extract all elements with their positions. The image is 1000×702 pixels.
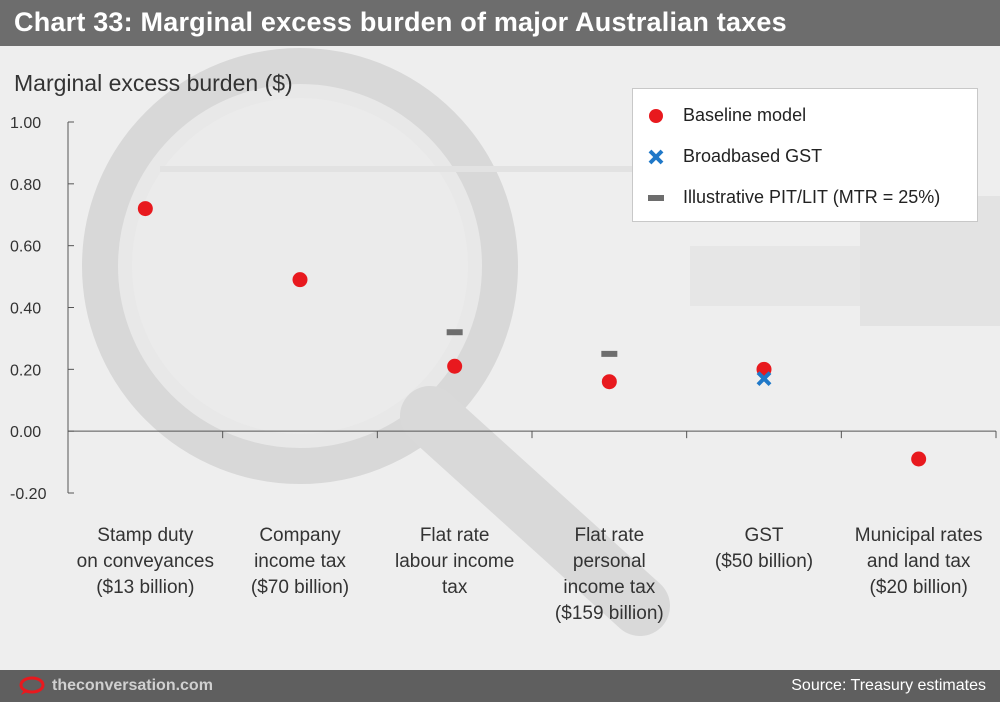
speech-bubble-logo-icon	[19, 676, 45, 695]
x-category-label: GST ($50 billion)	[715, 525, 813, 572]
x-category-label-line: personal	[573, 551, 646, 572]
chart-area: Marginal excess burden ($) 1.00 0.80 0.60 0…	[0, 46, 1000, 670]
x-category-label-line: ($159 billion)	[555, 603, 664, 624]
x-category-label: Flat rate personal income tax ($159 billion…	[555, 525, 664, 624]
chart-title: Chart 33: Marginal excess burden of majo…	[14, 7, 787, 37]
legend-label-illustrative: Illustrative PIT/LIT (MTR = 25%)	[683, 187, 941, 207]
legend-label-baseline: Baseline model	[683, 105, 807, 125]
x-category-label-line: Flat rate	[420, 525, 490, 546]
footer: theconversation.com Source: Treasury est…	[0, 670, 1000, 702]
y-tick-label: 0.80	[10, 177, 41, 194]
baseline-point	[601, 374, 617, 390]
legend-circle-marker	[649, 109, 663, 123]
baseline-point	[292, 272, 308, 288]
legend-item-broadbased-gst: Broadbased GST	[633, 142, 973, 172]
x-category-label-line: and land tax	[867, 551, 971, 572]
legend-item-baseline: Baseline model	[633, 101, 973, 131]
legend-label-broadbased-gst: Broadbased GST	[683, 146, 823, 166]
x-category-label-line: ($13 billion)	[96, 577, 194, 598]
baseline-point	[447, 358, 463, 374]
gst-x-point	[756, 371, 772, 387]
y-tick-label: 0.00	[10, 424, 41, 441]
y-tick-label: -0.20	[10, 486, 47, 503]
x-category-label-line: Stamp duty	[97, 525, 194, 546]
legend-item-illustrative: Illustrative PIT/LIT (MTR = 25%)	[633, 183, 973, 213]
illustrative-dash-point	[601, 350, 618, 357]
x-category-label-line: tax	[442, 577, 468, 598]
x-category-label-line: labour income	[395, 551, 514, 572]
x-category-label-line: income tax	[563, 577, 655, 598]
source-note: Source: Treasury estimates	[791, 677, 986, 694]
x-category-label-line: ($70 billion)	[251, 577, 349, 598]
legend-x-marker	[648, 149, 664, 165]
y-tick-label: 1.00	[10, 115, 41, 132]
title-bar: Chart 33: Marginal excess burden of majo…	[0, 0, 1000, 46]
legend: Baseline model Broadbased GST Illustrati…	[632, 88, 978, 222]
x-category-label: Flat rate labour income tax	[395, 525, 514, 598]
legend-dash-marker	[648, 195, 664, 201]
y-tick-label: 0.40	[10, 301, 41, 318]
x-category-label-line: ($50 billion)	[715, 551, 813, 572]
x-category-label-line: income tax	[254, 551, 346, 572]
site-name: theconversation.com	[52, 677, 213, 694]
y-tick-label: 0.20	[10, 362, 41, 379]
baseline-point	[911, 451, 927, 467]
x-category-label: Municipal rates and land tax ($20 billion)	[855, 525, 983, 598]
x-category-label-line: ($20 billion)	[870, 577, 968, 598]
x-category-label: Stamp duty on conveyances ($13 billion)	[77, 525, 214, 598]
x-category-label-line: GST	[744, 525, 783, 546]
scatter-chart: 1.00 0.80 0.60 0.40 0.20 0.00 -0.20 Stamp duty o…	[10, 115, 997, 624]
x-category-label: Company income tax ($70 billion)	[251, 525, 349, 598]
x-category-label-line: Company	[259, 525, 341, 546]
baseline-point	[137, 201, 153, 217]
y-tick-label: 0.60	[10, 239, 41, 256]
y-axis-label: Marginal excess burden ($)	[14, 70, 293, 96]
x-category-label-line: Municipal rates	[855, 525, 983, 546]
x-category-label-line: Flat rate	[574, 525, 644, 546]
illustrative-dash-point	[446, 329, 463, 336]
x-category-label-line: on conveyances	[77, 551, 214, 572]
